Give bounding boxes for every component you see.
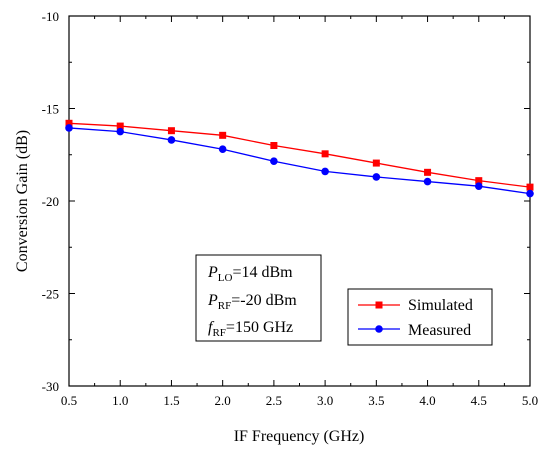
legend-frame <box>347 288 493 346</box>
x-tick-label: 1.0 <box>112 393 128 408</box>
annotation-lo-value: =14 dBm <box>232 264 293 281</box>
measured-point <box>218 145 227 153</box>
measured-point <box>65 124 73 132</box>
simulated-point <box>372 159 380 167</box>
annotation-rf-power-value: =-20 dBm <box>231 292 297 309</box>
simulated-point <box>475 177 483 185</box>
measured-point <box>474 182 483 190</box>
y-tick-label: -25 <box>42 287 59 302</box>
annotation-line-rf-freq: fRF=150 GHz <box>208 319 293 339</box>
simulated-point <box>526 183 534 191</box>
y-axis-title: Conversion Gain (dB) <box>14 130 31 272</box>
y-tick-label: -30 <box>42 379 59 394</box>
annotation-rf-power-symbol: P <box>207 292 218 309</box>
legend-simulated-marker <box>375 301 383 309</box>
legend-simulated-label: Simulated <box>408 297 473 314</box>
x-tick-label: 2.0 <box>215 393 231 408</box>
simulated-point <box>270 142 278 149</box>
axes: 0.5 1.0 1.5 2.0 2.5 3.0 3.5 4.0 4.5 5.0 -30 -25 -20 -… <box>42 9 538 408</box>
x-tick-label: 4.5 <box>471 393 487 408</box>
annotation-box: PLO=14 dBm PRF=-20 dBm fRF=150 GHz <box>195 254 322 342</box>
annotation-frame <box>195 254 322 342</box>
series-layer <box>65 119 534 198</box>
measured-point <box>423 177 432 186</box>
measured-point <box>116 127 125 136</box>
legend-measured-label: Measured <box>408 322 471 339</box>
annotation-lo-subscript: LO <box>218 272 233 284</box>
x-tick-label: 4.0 <box>419 393 435 408</box>
annotation-rf-power-subscript: RF <box>218 300 231 312</box>
legend-measured-marker <box>375 325 383 333</box>
annotation-line-rf-power: PRF=-20 dBm <box>207 292 297 312</box>
measured-line <box>68 127 531 195</box>
annotation-lo-symbol: P <box>207 264 218 281</box>
series-measured <box>65 124 534 198</box>
series-simulated <box>65 119 534 191</box>
x-tick-label: 1.5 <box>163 393 179 408</box>
x-axis-title: IF Frequency (GHz) <box>234 428 365 445</box>
annotation-line-lo: PLO=14 dBm <box>207 264 293 284</box>
simulated-point <box>116 122 124 130</box>
x-tick-label: 5.0 <box>522 393 538 408</box>
y-tick-label: -20 <box>42 194 59 209</box>
legend: Simulated Measured <box>347 288 493 346</box>
x-tick-label: 0.5 <box>61 393 77 408</box>
x-tick-label: 3.5 <box>368 393 384 408</box>
measured-point <box>321 167 329 176</box>
simulated-point <box>65 119 73 127</box>
simulated-point <box>424 168 432 176</box>
simulated-point <box>219 131 227 139</box>
annotation-rf-freq-subscript: RF <box>212 327 225 339</box>
simulated-point <box>321 150 329 158</box>
measured-point <box>270 157 278 166</box>
measured-point <box>526 189 534 198</box>
annotation-rf-freq-value: =150 GHz <box>226 319 293 336</box>
measured-point <box>167 136 176 144</box>
simulated-line <box>68 122 531 188</box>
x-tick-label: 2.5 <box>266 393 282 408</box>
y-tick-label: -15 <box>42 102 59 117</box>
x-tick-label: 3.0 <box>317 393 333 408</box>
simulated-point <box>167 127 175 135</box>
annotation-rf-freq-symbol: f <box>208 319 215 336</box>
y-tick-label: -10 <box>42 9 59 24</box>
measured-point <box>372 173 381 181</box>
